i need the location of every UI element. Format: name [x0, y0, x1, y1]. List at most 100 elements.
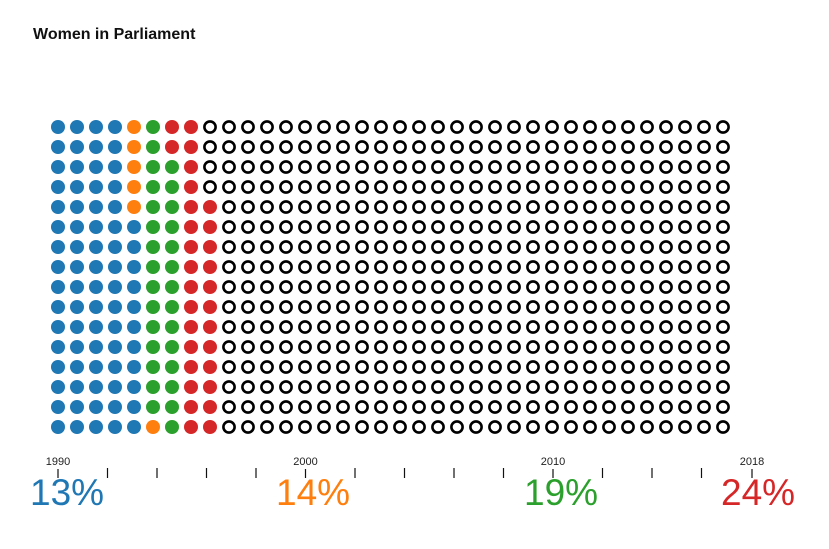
dot-series-0	[127, 320, 141, 334]
dot-empty	[602, 120, 616, 134]
dot-empty	[678, 120, 692, 134]
dot-empty	[621, 280, 635, 294]
dot-series-0	[108, 420, 122, 434]
dot-series-2	[165, 220, 179, 234]
dot-empty	[279, 420, 293, 434]
dot-empty	[659, 320, 673, 334]
dot-empty	[203, 160, 217, 174]
dot-empty	[260, 160, 274, 174]
dot-empty	[526, 360, 540, 374]
dot-empty	[450, 340, 464, 354]
dot-empty	[355, 160, 369, 174]
dot-empty	[659, 280, 673, 294]
dot-empty	[450, 400, 464, 414]
dot-empty	[545, 120, 559, 134]
dot-empty	[469, 180, 483, 194]
dot-series-3	[203, 260, 217, 274]
dot-series-0	[70, 240, 84, 254]
dot-empty	[298, 420, 312, 434]
dot-series-1	[127, 140, 141, 154]
dot-series-0	[51, 300, 65, 314]
dot-empty	[279, 380, 293, 394]
dot-empty	[488, 180, 502, 194]
dot-empty	[222, 400, 236, 414]
dot-series-0	[108, 300, 122, 314]
dot-empty	[393, 220, 407, 234]
dot-empty	[393, 280, 407, 294]
dot-empty	[298, 120, 312, 134]
dot-empty	[317, 340, 331, 354]
dot-empty	[583, 200, 597, 214]
dot-empty	[488, 120, 502, 134]
dot-empty	[716, 320, 730, 334]
dot-series-1	[127, 120, 141, 134]
dot-empty	[602, 360, 616, 374]
dot-empty	[583, 400, 597, 414]
dot-empty	[564, 120, 578, 134]
dot-empty	[450, 160, 464, 174]
dot-empty	[659, 420, 673, 434]
dot-series-1	[146, 420, 160, 434]
dot-empty	[393, 240, 407, 254]
dot-empty	[317, 240, 331, 254]
dot-empty	[393, 120, 407, 134]
dot-empty	[488, 240, 502, 254]
dot-series-0	[89, 120, 103, 134]
dot-empty	[393, 400, 407, 414]
dot-series-3	[165, 120, 179, 134]
dot-empty	[222, 360, 236, 374]
dot-series-0	[108, 340, 122, 354]
dot-empty	[526, 340, 540, 354]
dot-empty	[241, 180, 255, 194]
dot-empty	[412, 260, 426, 274]
dot-empty	[488, 420, 502, 434]
dot-series-3	[203, 320, 217, 334]
dot-series-3	[203, 300, 217, 314]
dot-empty	[317, 320, 331, 334]
dot-series-3	[203, 200, 217, 214]
dot-empty	[621, 140, 635, 154]
dot-empty	[583, 240, 597, 254]
dot-empty	[545, 280, 559, 294]
dot-empty	[374, 280, 388, 294]
dot-empty	[355, 240, 369, 254]
dot-empty	[431, 300, 445, 314]
dot-empty	[507, 140, 521, 154]
dot-series-0	[127, 360, 141, 374]
dot-empty	[469, 340, 483, 354]
dot-empty	[564, 220, 578, 234]
dot-empty	[336, 280, 350, 294]
dot-empty	[564, 140, 578, 154]
dot-empty	[241, 160, 255, 174]
dot-empty	[279, 280, 293, 294]
dot-series-0	[89, 160, 103, 174]
dot-empty	[450, 120, 464, 134]
dot-series-0	[127, 220, 141, 234]
dot-empty	[697, 420, 711, 434]
dot-empty	[602, 420, 616, 434]
dot-empty	[241, 140, 255, 154]
dot-empty	[298, 180, 312, 194]
dot-empty	[469, 380, 483, 394]
dot-empty	[545, 160, 559, 174]
dot-empty	[488, 400, 502, 414]
dot-empty	[469, 320, 483, 334]
dot-empty	[716, 120, 730, 134]
dot-series-2	[165, 200, 179, 214]
dot-empty	[640, 260, 654, 274]
dot-empty	[355, 420, 369, 434]
dot-series-2	[146, 160, 160, 174]
dot-series-0	[51, 360, 65, 374]
dot-empty	[526, 380, 540, 394]
dot-empty	[659, 300, 673, 314]
dot-empty	[469, 280, 483, 294]
dot-empty	[678, 240, 692, 254]
dot-empty	[621, 260, 635, 274]
dot-empty	[298, 200, 312, 214]
dot-empty	[526, 180, 540, 194]
dot-empty	[393, 360, 407, 374]
dot-empty	[678, 160, 692, 174]
dot-empty	[241, 200, 255, 214]
x-tick-label: 1990	[46, 456, 70, 468]
dot-empty	[336, 120, 350, 134]
